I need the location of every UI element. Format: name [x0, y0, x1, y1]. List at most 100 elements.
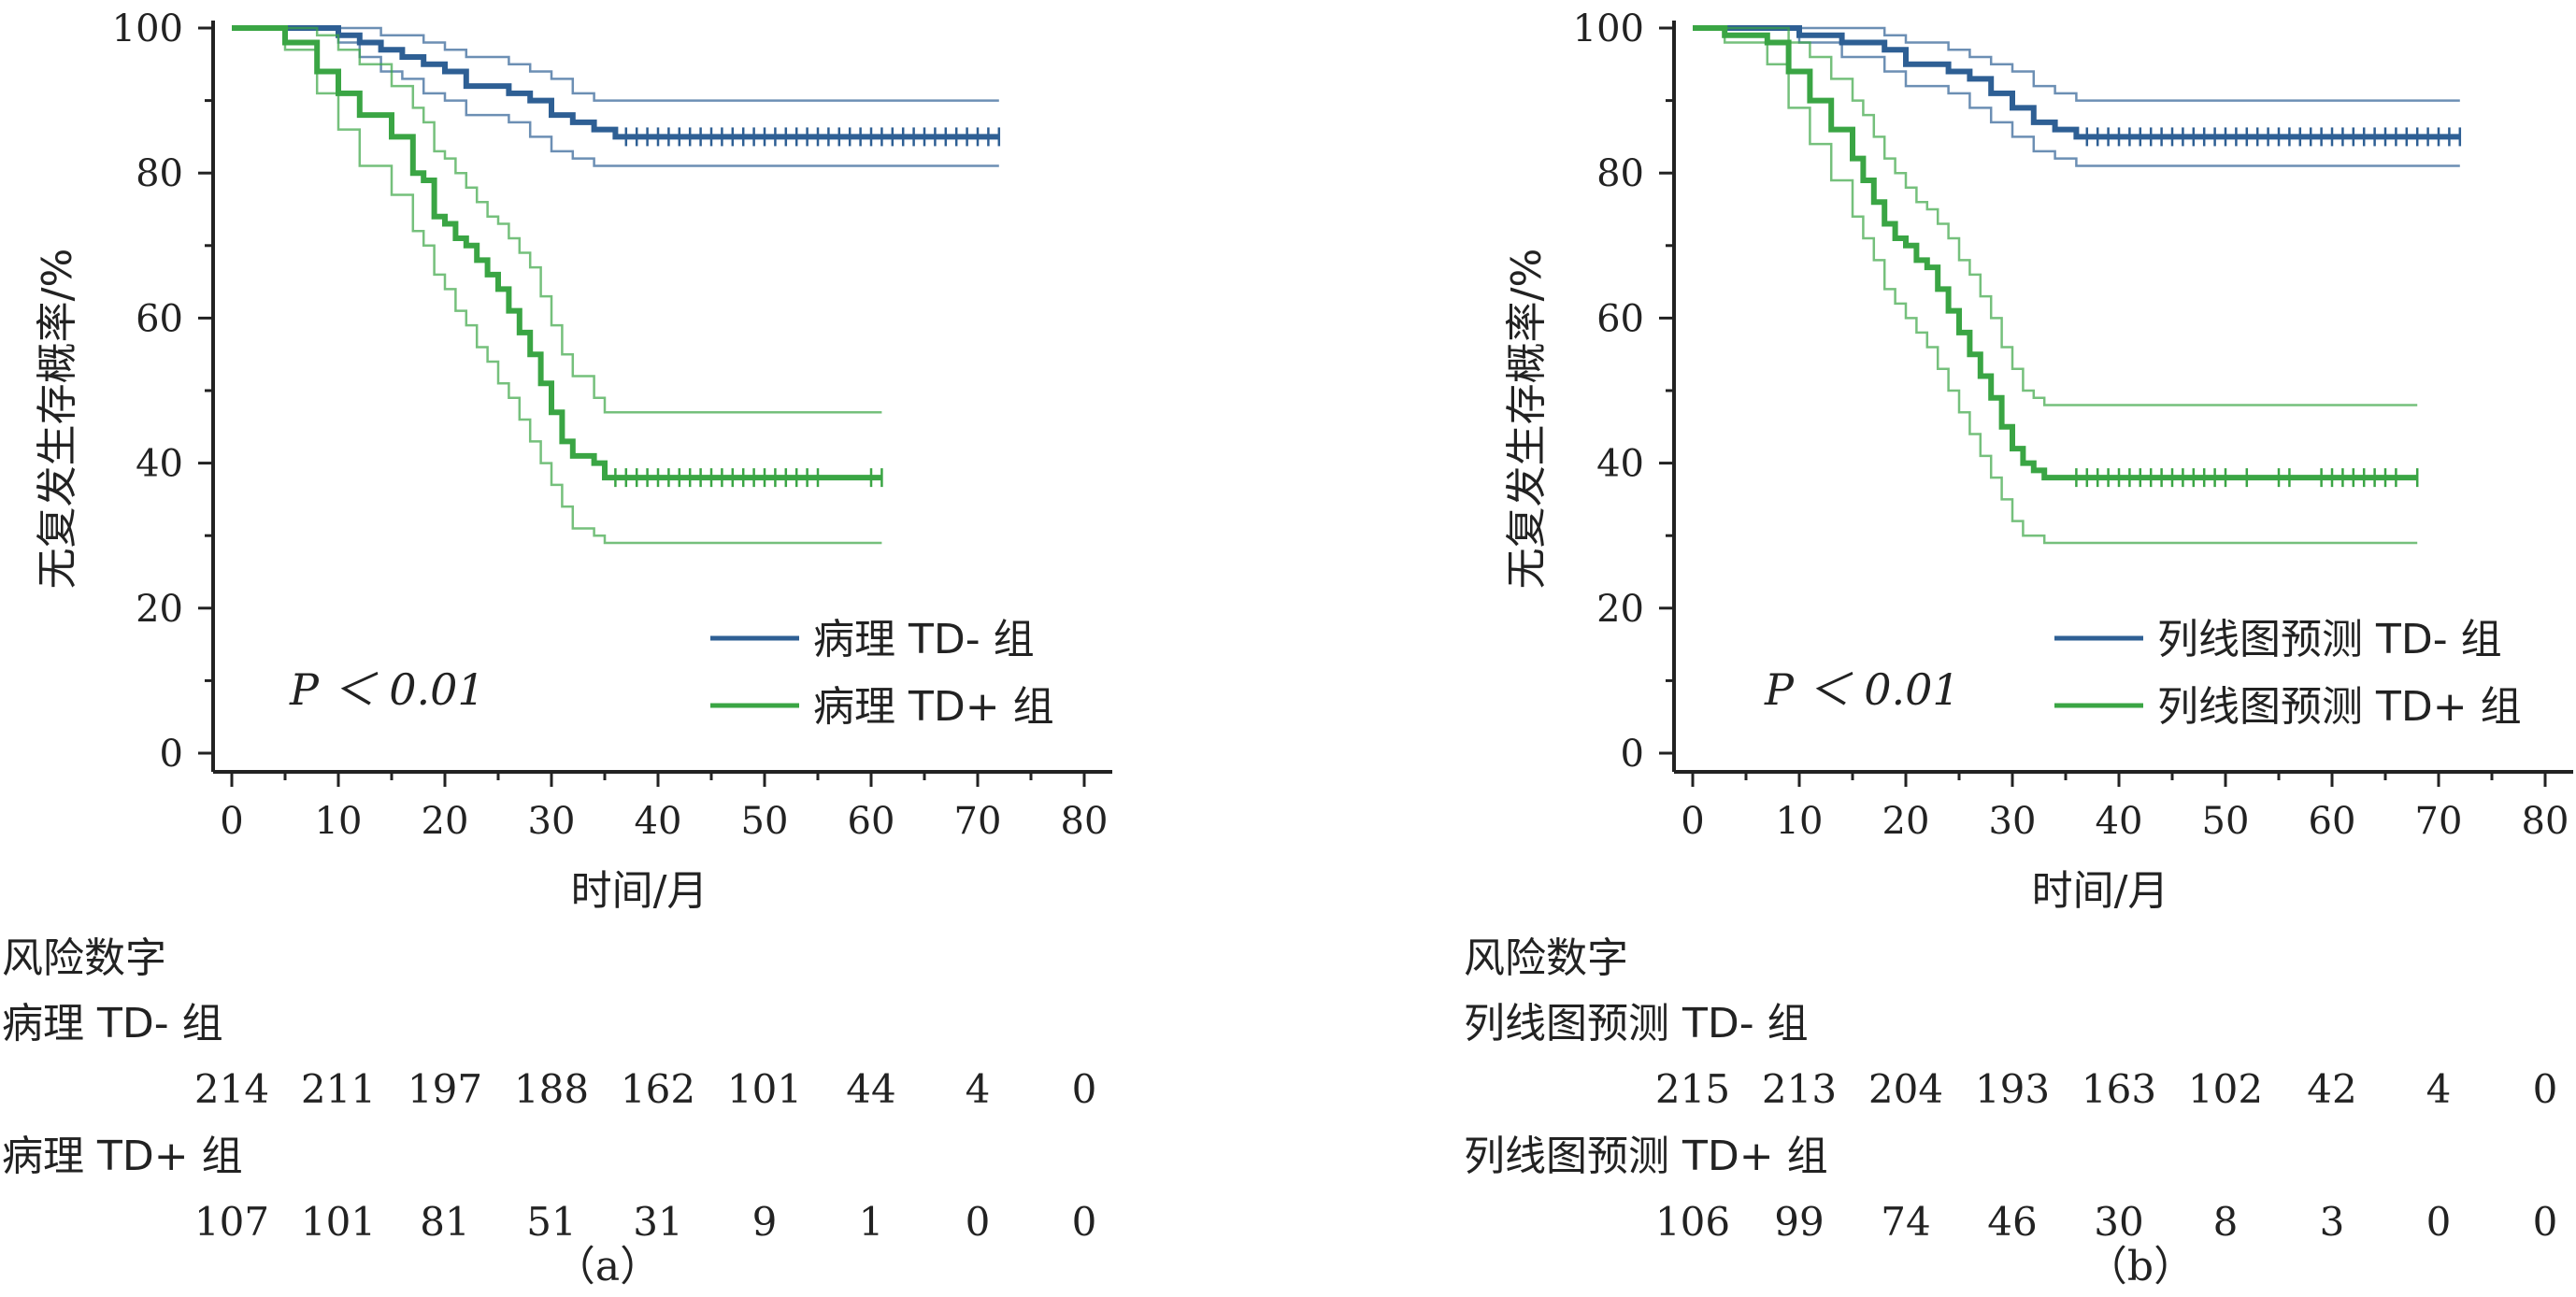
risk-count: 42	[2307, 1066, 2356, 1112]
risk-count: 99	[1774, 1199, 1824, 1245]
y-tick-label: 20	[1596, 588, 1644, 631]
risk-count: 1	[859, 1199, 884, 1245]
x-tick-label: 40	[635, 800, 682, 843]
survival-curve	[1693, 25, 2418, 481]
p-value-text: P ＜ 0.01	[289, 664, 485, 715]
y-tick-label: 40	[136, 443, 183, 486]
risk-count: 101	[727, 1066, 802, 1112]
x-tick-label: 0	[1681, 800, 1704, 843]
risk-count: 102	[2188, 1066, 2263, 1112]
x-tick-label: 50	[741, 800, 789, 843]
x-tick-label: 60	[2309, 800, 2356, 843]
risk-row-label: 列线图预测 TD+ 组	[1464, 1133, 1828, 1180]
x-tick-label: 80	[2522, 800, 2569, 843]
x-tick-label: 80	[1061, 800, 1109, 843]
x-tick-label: 10	[315, 800, 363, 843]
ci-upper-line	[1693, 26, 2460, 102]
x-axis-title: 时间/月	[571, 867, 708, 915]
p-value-text: P ＜ 0.01	[1764, 664, 1960, 715]
legend-label: 列线图预测 TD- 组	[2157, 616, 2502, 663]
survival-curve	[1693, 25, 2460, 140]
risk-count: 44	[846, 1066, 895, 1112]
x-tick-label: 40	[2096, 800, 2143, 843]
risk-count: 215	[1655, 1066, 1730, 1112]
x-tick-label: 20	[422, 800, 469, 843]
legend-label: 列线图预测 TD+ 组	[2157, 683, 2522, 731]
x-tick-label: 10	[1776, 800, 1824, 843]
risk-count: 193	[1975, 1066, 2050, 1112]
risk-count: 81	[420, 1199, 469, 1245]
y-tick-label: 40	[1596, 443, 1644, 486]
risk-table-title: 风险数字	[2, 934, 166, 982]
risk-row-label: 列线图预测 TD- 组	[1464, 1000, 1809, 1048]
x-tick-label: 30	[1989, 800, 2037, 843]
panel-caption: （a）	[554, 1243, 661, 1290]
risk-count: 9	[752, 1199, 778, 1245]
y-tick-label: 100	[112, 7, 183, 50]
risk-row-label: 病理 TD+ 组	[2, 1133, 243, 1180]
x-tick-label: 20	[1882, 800, 1930, 843]
x-tick-label: 70	[954, 800, 1002, 843]
panel-caption: （b）	[2086, 1243, 2195, 1290]
risk-row-label: 病理 TD- 组	[2, 1000, 223, 1048]
risk-count: 0	[2533, 1199, 2558, 1245]
risk-count: 211	[301, 1066, 376, 1112]
risk-count: 74	[1881, 1199, 1930, 1245]
risk-count: 3	[2320, 1199, 2345, 1245]
risk-count: 213	[1762, 1066, 1837, 1112]
risk-count: 163	[2082, 1066, 2156, 1112]
y-axis-title: 无复发生存概率/%	[34, 249, 81, 590]
risk-count: 204	[1868, 1066, 1943, 1112]
ci-lower-line	[232, 26, 882, 545]
risk-count: 0	[1072, 1066, 1097, 1112]
x-tick-label: 60	[848, 800, 895, 843]
y-tick-label: 20	[136, 588, 183, 631]
y-tick-label: 60	[136, 297, 183, 340]
km-panel-a: 0 20 40 60 80 100 0 10 20 30 40 50 60 70 80 时间/月 无复发生存概率…	[2, 7, 1112, 1290]
y-tick-label: 0	[1621, 733, 1644, 776]
risk-count: 0	[1072, 1199, 1097, 1245]
x-axis-title: 时间/月	[2032, 867, 2169, 915]
risk-count: 101	[301, 1199, 376, 1245]
x-tick-label: 30	[528, 800, 576, 843]
x-tick-label: 0	[220, 800, 243, 843]
y-tick-label: 0	[160, 733, 183, 776]
risk-count: 162	[621, 1066, 695, 1112]
risk-count: 0	[966, 1199, 991, 1245]
km-panel-b: 0 20 40 60 80 100 0 10 20 30 40 50 60 70 80 时间/月 无复发生存概率…	[1288, 0, 2576, 1297]
y-tick-label: 80	[136, 152, 183, 195]
ci-lower-line	[1693, 26, 2418, 545]
risk-count: 106	[1655, 1199, 1730, 1245]
risk-count: 30	[2094, 1199, 2143, 1245]
legend-label: 病理 TD- 组	[813, 616, 1035, 663]
risk-count: 197	[408, 1066, 482, 1112]
risk-count: 8	[2213, 1199, 2239, 1245]
y-axis-title: 无复发生存概率/%	[1503, 249, 1551, 590]
x-tick-label: 50	[2202, 800, 2250, 843]
ci-upper-line	[232, 26, 999, 102]
risk-count: 0	[2533, 1066, 2558, 1112]
risk-count: 0	[2426, 1199, 2452, 1245]
y-tick-label: 60	[1596, 297, 1644, 340]
risk-count: 214	[194, 1066, 269, 1112]
ci-upper-line	[232, 26, 882, 414]
risk-count: 107	[194, 1199, 269, 1245]
survival-curve	[232, 25, 999, 140]
risk-count: 51	[526, 1199, 576, 1245]
risk-count: 188	[514, 1066, 589, 1112]
legend-label: 病理 TD+ 组	[813, 683, 1054, 731]
series-td-plus	[232, 25, 883, 545]
series-td-plus	[1693, 25, 2419, 545]
survival-curve	[232, 25, 882, 481]
risk-count: 4	[966, 1066, 991, 1112]
ci-upper-line	[1693, 26, 2418, 406]
risk-count: 4	[2426, 1066, 2452, 1112]
y-tick-label: 80	[1596, 152, 1644, 195]
series-td-minus	[1693, 25, 2462, 167]
y-tick-label: 100	[1573, 7, 1644, 50]
risk-count: 46	[1987, 1199, 2037, 1245]
risk-table-title: 风险数字	[1464, 934, 1628, 982]
x-tick-label: 70	[2415, 800, 2463, 843]
